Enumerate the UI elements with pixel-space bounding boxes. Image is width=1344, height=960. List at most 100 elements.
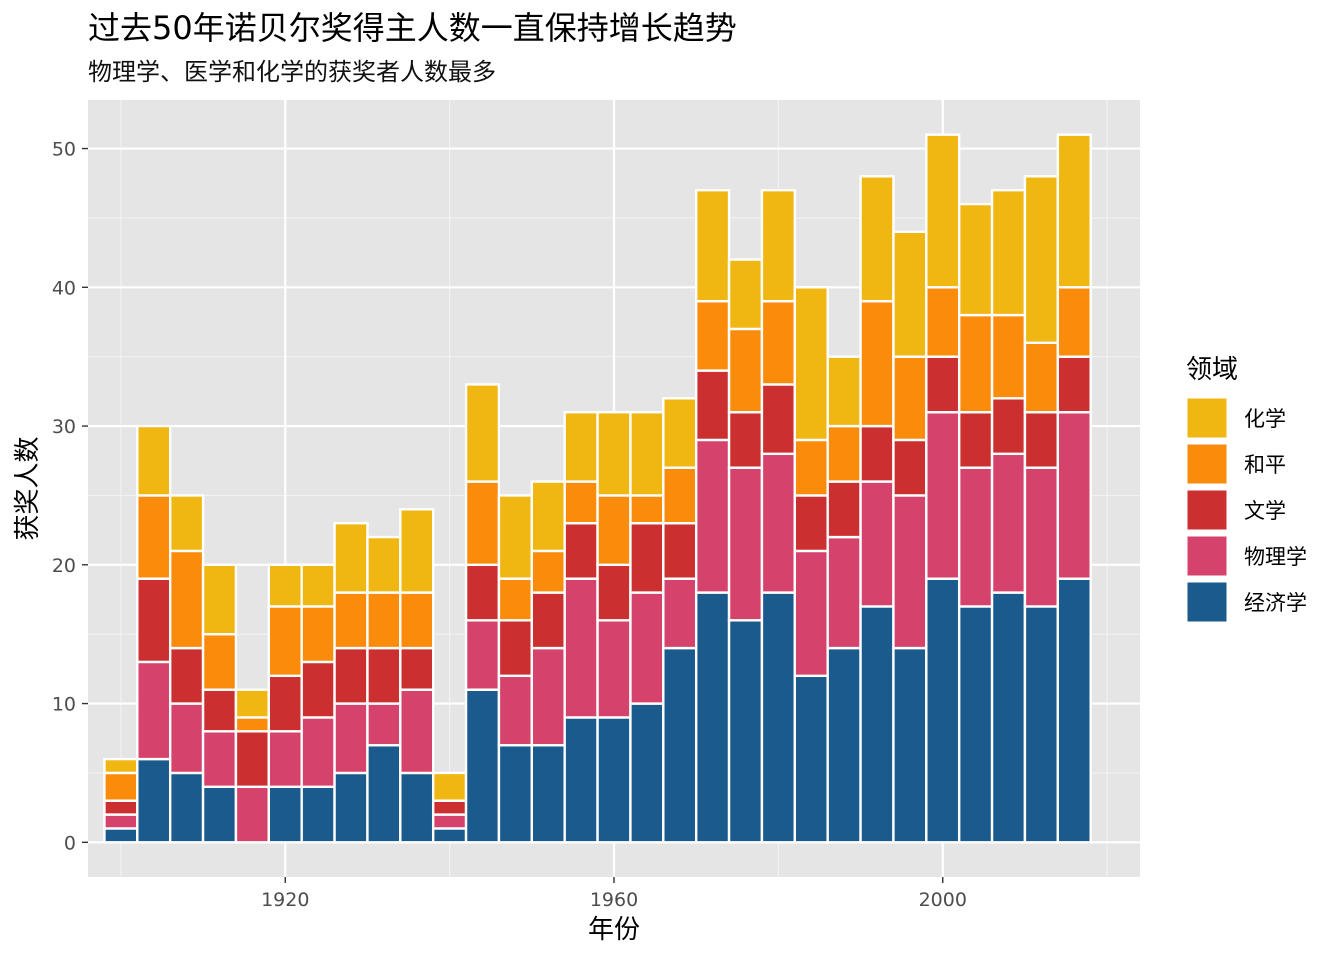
x-tick-label: 1960 [590, 889, 638, 911]
bar-segment [530, 743, 566, 844]
bar-segment [136, 424, 172, 497]
bar-segment [333, 521, 369, 594]
bar-segment [464, 688, 501, 844]
bar-segment [957, 202, 994, 317]
bar-segment [859, 480, 895, 608]
bar-segment [1056, 577, 1092, 844]
bar-segment [925, 355, 961, 414]
bar-segment [760, 299, 797, 386]
y-tick-label: 30 [52, 416, 76, 438]
bar-segment [826, 535, 862, 650]
bar-segment [201, 730, 238, 789]
bar-segment [464, 480, 501, 567]
bar-segment [892, 438, 928, 497]
bar-segment [629, 410, 665, 497]
bar-segment [399, 688, 435, 775]
bar-segment [925, 133, 961, 289]
legend-label: 物理学 [1244, 545, 1307, 569]
bar-segment [431, 827, 468, 844]
bar-segment [530, 591, 566, 650]
legend-label: 化学 [1244, 407, 1286, 431]
bar-segment [201, 563, 238, 636]
bar-segment [300, 660, 336, 719]
bar-segment [497, 674, 534, 747]
bar-segment [760, 188, 797, 303]
legend-swatch [1186, 489, 1228, 531]
bar-segment [596, 716, 632, 844]
bar-segment [333, 591, 369, 650]
bar-segment [925, 286, 961, 358]
bar-segment [399, 591, 435, 650]
y-tick-label: 50 [52, 139, 76, 161]
bar-segment [530, 549, 566, 594]
bar-segment [168, 771, 205, 844]
bar-segment [694, 188, 731, 303]
bar-segment [793, 494, 829, 553]
bar-segment [859, 424, 895, 483]
bar-segment [103, 813, 139, 830]
bar-segment [201, 785, 238, 844]
bar-segment [333, 646, 369, 705]
y-axis: 0 10 20 30 40 50 [52, 139, 88, 854]
bar-segment [530, 646, 566, 747]
y-tick-label: 40 [52, 277, 76, 299]
bar-segment [333, 771, 369, 844]
x-axis: 1920 1960 2000 [261, 877, 967, 911]
bar-segment [464, 619, 501, 691]
y-axis-title: 获奖人数 [13, 436, 43, 540]
bar-segment [234, 688, 271, 719]
bar-segment [892, 230, 928, 358]
bar-segment [1056, 133, 1092, 289]
bar-segment [300, 563, 336, 608]
bar-segment [366, 591, 402, 650]
bar-segment [662, 466, 698, 525]
bar-segment [990, 313, 1027, 400]
bar-segment [925, 410, 961, 580]
bar-segment [201, 632, 238, 691]
bar-segment [727, 466, 764, 622]
legend-label: 文学 [1244, 499, 1286, 523]
bar-segment [1023, 605, 1060, 844]
bar-segment [859, 175, 895, 303]
bar-segment [201, 688, 238, 733]
bar-segment [662, 646, 698, 844]
bar-segment [234, 730, 271, 789]
bar-segment [497, 494, 534, 580]
bar-segment [563, 716, 599, 844]
bar-segment [892, 494, 928, 650]
bar-segment [1056, 355, 1092, 414]
legend-label: 和平 [1244, 453, 1286, 477]
bar-segment [103, 827, 139, 844]
bar-segment [694, 438, 731, 594]
bar-segment [136, 577, 172, 664]
bar-segment [1023, 175, 1060, 345]
chart-subtitle: 物理学、医学和化学的获奖者人数最多 [88, 58, 496, 86]
bar-segment [300, 716, 336, 789]
bar-segment [859, 299, 895, 428]
bar-segment [826, 424, 862, 483]
bar-segment [990, 452, 1027, 594]
y-tick-label: 10 [52, 694, 76, 716]
bar-segment [399, 646, 435, 691]
bar-segment [925, 577, 961, 844]
bar-segment [760, 383, 797, 456]
x-tick-label: 1920 [261, 889, 309, 911]
bar-segment [1023, 341, 1060, 414]
bar-segment [892, 355, 928, 442]
bar-segment [234, 785, 271, 844]
bar-segment [727, 258, 764, 331]
bar-segment [267, 605, 303, 678]
bar-segment [267, 674, 303, 733]
bar-segment [234, 716, 271, 733]
bar-segment [694, 299, 731, 372]
bar-segment [727, 410, 764, 469]
bar-segment [1056, 410, 1092, 580]
legend-swatch [1186, 443, 1228, 485]
bar-segment [563, 480, 599, 525]
bar-segment [267, 563, 303, 608]
bar-segment [596, 563, 632, 622]
bar-segment [366, 743, 402, 844]
bar-segment [760, 591, 797, 844]
bar-segment [267, 730, 303, 789]
bar-segment [826, 355, 862, 428]
